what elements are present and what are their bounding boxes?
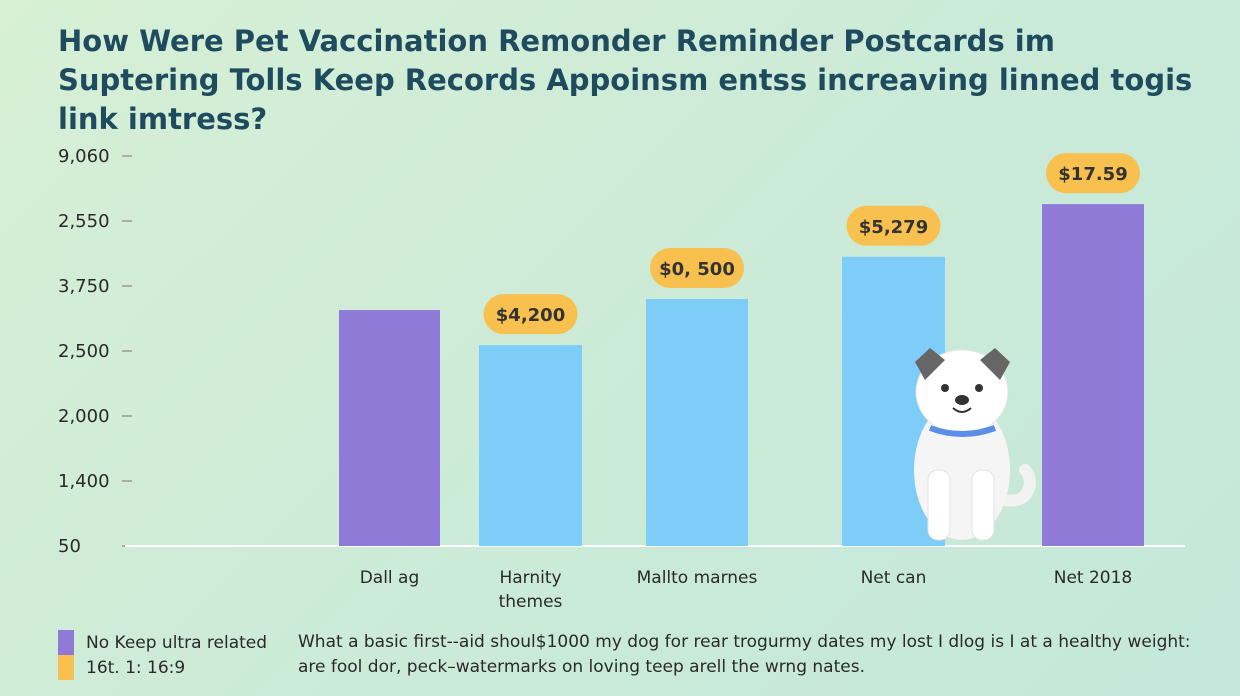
legend-swatch <box>58 655 74 680</box>
footnote: What a basic first--aid shoul$1000 my do… <box>298 630 1198 680</box>
value-badge-label: $5,279 <box>859 217 928 238</box>
dog-illustration <box>914 348 1036 541</box>
value-badge-label: $4,200 <box>496 305 565 326</box>
legend-label: No Keep ultra related <box>86 632 268 653</box>
bar <box>1042 204 1144 546</box>
value-badge-label: $17.59 <box>1058 164 1127 185</box>
x-tick-label: Harnity themes <box>498 568 563 612</box>
legend-label: 16t. 1: 16:9 <box>86 657 186 678</box>
x-tick-label: Mallto marnes <box>636 568 758 588</box>
y-tick-label: 2,550 <box>58 211 110 232</box>
value-badge <box>483 294 578 335</box>
footnote-line: are fool dor, peck–watermarks on loving … <box>298 657 865 677</box>
legend-item: 16t. 1: 16:9 <box>58 655 267 680</box>
y-tick-label: 1,400 <box>58 471 110 492</box>
bar <box>339 310 440 546</box>
x-tick-label: Dall ag <box>359 568 420 588</box>
legend-item: No Keep ultra related <box>58 630 267 655</box>
y-tick-label: 2,000 <box>58 406 110 427</box>
chart-title: How Were Pet Vaccination Remonder Remind… <box>58 24 1193 136</box>
legend-swatch <box>58 630 74 655</box>
y-tick-label: 2,500 <box>58 341 110 362</box>
footnote-line: What a basic first--aid shoul$1000 my do… <box>298 632 1191 652</box>
x-tick-label: Net 2018 <box>1053 568 1133 588</box>
bar <box>479 345 582 546</box>
y-tick-label: 3,750 <box>58 276 110 297</box>
bar <box>646 299 748 546</box>
y-tick-label: 9,060 <box>58 146 110 167</box>
y-tick-label: 50 <box>58 536 81 557</box>
legend: No Keep ultra related 16t. 1: 16:9 <box>58 630 267 680</box>
value-badge <box>650 248 744 288</box>
value-badge <box>1046 153 1140 194</box>
x-tick-label: Net can <box>860 568 927 588</box>
value-badge <box>846 205 941 246</box>
value-badge-label: $0, 500 <box>659 259 735 280</box>
